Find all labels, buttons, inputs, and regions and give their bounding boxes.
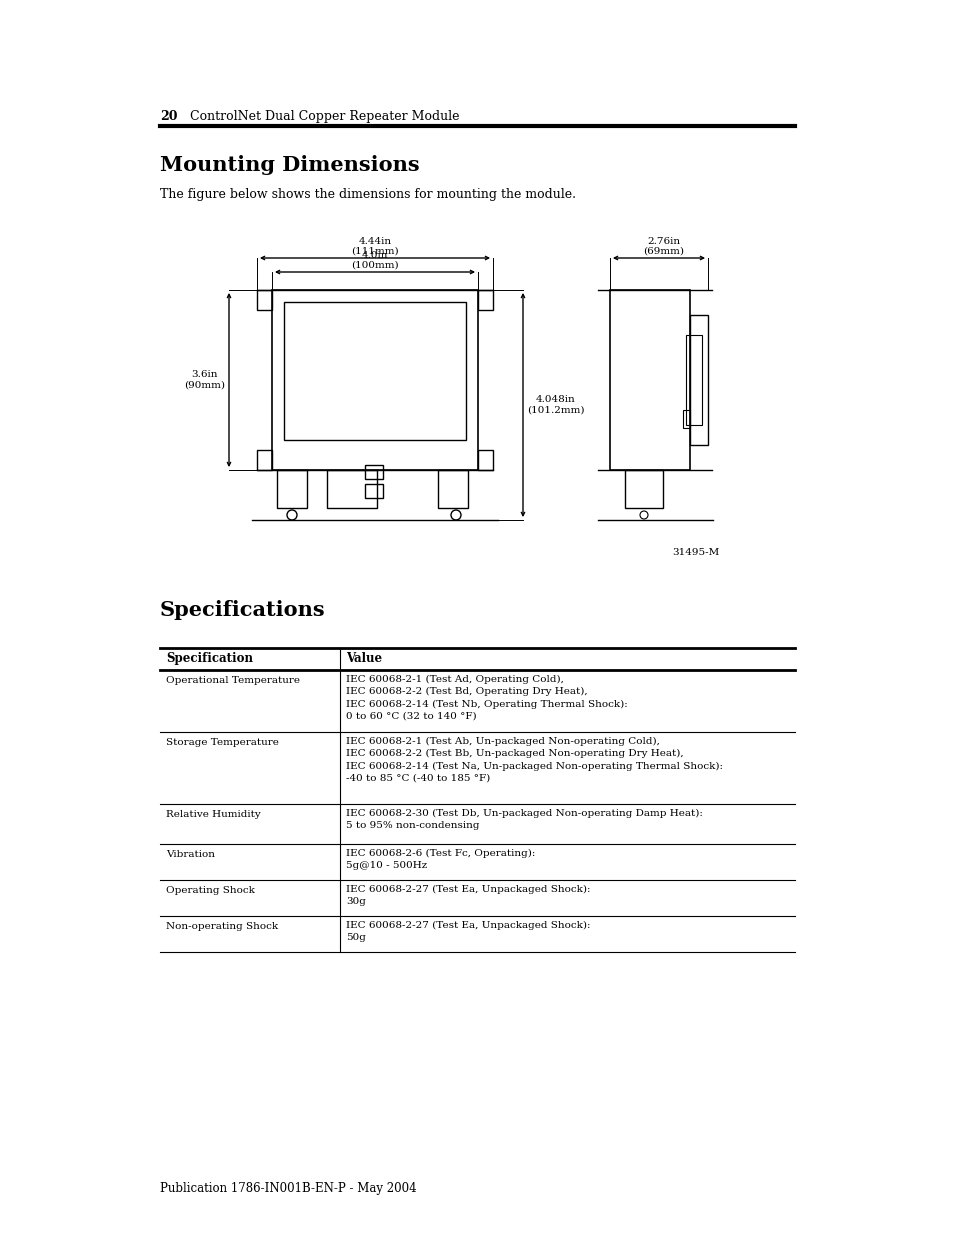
Text: IEC 60068-2-27 (Test Ea, Unpackaged Shock):
50g: IEC 60068-2-27 (Test Ea, Unpackaged Shoc… [346,921,590,942]
Bar [256,290,272,310]
Text: The figure below shows the dimensions for mounting the module.: The figure below shows the dimensions fo… [160,188,576,201]
Text: Relative Humidity: Relative Humidity [166,810,260,819]
Bar [437,471,468,508]
Text: Operating Shock: Operating Shock [166,885,254,895]
Bar [365,484,382,498]
Text: Specification: Specification [166,652,253,664]
Text: 20: 20 [160,110,177,124]
Bar [365,466,382,479]
Text: Vibration: Vibration [166,850,214,860]
Bar [682,410,689,429]
Text: Publication 1786-IN001B-EN-P - May 2004: Publication 1786-IN001B-EN-P - May 2004 [160,1182,416,1195]
Bar [272,290,477,471]
Text: Operational Temperature: Operational Temperature [166,676,299,685]
Text: IEC 60068-2-1 (Test Ab, Un-packaged Non-operating Cold),
IEC 60068-2-2 (Test Bb,: IEC 60068-2-1 (Test Ab, Un-packaged Non-… [346,737,722,783]
Text: 2.76in
(69mm): 2.76in (69mm) [643,237,684,256]
Text: IEC 60068-2-27 (Test Ea, Unpackaged Shock):
30g: IEC 60068-2-27 (Test Ea, Unpackaged Shoc… [346,885,590,906]
Text: IEC 60068-2-1 (Test Ad, Operating Cold),
IEC 60068-2-2 (Test Bd, Operating Dry H: IEC 60068-2-1 (Test Ad, Operating Cold),… [346,676,627,721]
Bar [609,290,689,471]
Text: ControlNet Dual Copper Repeater Module: ControlNet Dual Copper Repeater Module [190,110,459,124]
Bar [284,303,465,440]
Bar [477,290,493,310]
Text: 4.0in
(100mm): 4.0in (100mm) [351,251,398,270]
Text: 3.6in
(90mm): 3.6in (90mm) [184,370,225,390]
Bar [276,471,307,508]
Bar [624,471,662,508]
Text: Specifications: Specifications [160,600,325,620]
Text: Mounting Dimensions: Mounting Dimensions [160,156,419,175]
Text: Non-operating Shock: Non-operating Shock [166,923,278,931]
Bar [685,335,701,425]
Bar [256,450,272,471]
Text: 4.44in
(111mm): 4.44in (111mm) [351,237,398,256]
Bar [477,450,493,471]
Text: Storage Temperature: Storage Temperature [166,739,278,747]
Text: 31495-M: 31495-M [672,548,720,557]
Text: IEC 60068-2-6 (Test Fc, Operating):
5g@10 - 500Hz: IEC 60068-2-6 (Test Fc, Operating): 5g@1… [346,848,535,871]
Text: IEC 60068-2-30 (Test Db, Un-packaged Non-operating Damp Heat):
5 to 95% non-cond: IEC 60068-2-30 (Test Db, Un-packaged Non… [346,809,702,830]
Bar [327,471,376,508]
Bar [689,315,707,445]
Text: Value: Value [346,652,382,664]
Text: 4.048in
(101.2mm): 4.048in (101.2mm) [526,395,584,415]
